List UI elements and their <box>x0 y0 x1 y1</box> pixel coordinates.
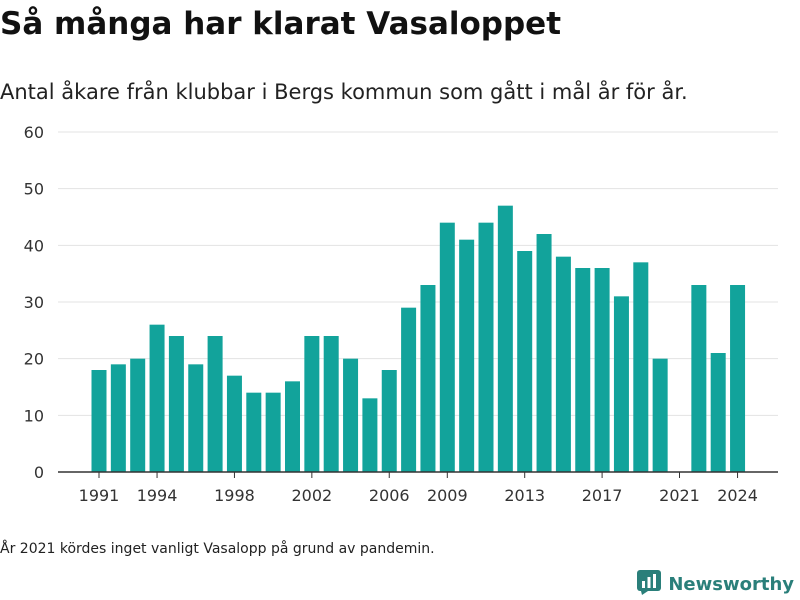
bar <box>265 392 281 472</box>
bar <box>594 268 610 472</box>
newsworthy-logo[interactable]: Newsworthy <box>636 569 794 599</box>
bar <box>575 268 591 472</box>
y-tick-label: 50 <box>24 180 44 199</box>
footnote: År 2021 kördes inget vanligt Vasalopp på… <box>0 541 435 557</box>
bar <box>459 239 475 472</box>
x-tick-label: 1998 <box>214 486 255 505</box>
bar <box>362 398 378 472</box>
bar <box>439 222 455 472</box>
y-tick-label: 10 <box>24 406 44 425</box>
bar <box>188 364 204 472</box>
bar <box>730 285 746 472</box>
bar <box>401 307 417 472</box>
y-tick-label: 60 <box>24 123 44 142</box>
bar <box>633 262 649 472</box>
bar <box>517 251 533 472</box>
bar <box>285 381 300 472</box>
y-tick-labels: 0 10 20 30 40 50 60 <box>24 123 44 482</box>
chart-title: Så många har klarat Vasaloppet <box>0 6 562 42</box>
x-axis <box>58 471 778 478</box>
bar <box>613 296 629 472</box>
bar <box>497 205 513 472</box>
y-tick-label: 20 <box>24 350 44 369</box>
bar <box>130 358 146 472</box>
bar <box>149 324 165 472</box>
bar <box>168 336 184 472</box>
x-tick-labels: 1991 1994 1998 2002 2006 2009 2013 2017 2021 2024 <box>79 486 758 505</box>
bar <box>304 336 320 472</box>
x-tick-label: 2013 <box>504 486 545 505</box>
x-tick-label: 2024 <box>717 486 758 505</box>
x-tick-label: 1994 <box>137 486 178 505</box>
bar-chart: 0 10 20 30 40 50 60 1991 1994 1998 2002 2006 2009 20… <box>24 123 778 505</box>
bar <box>478 222 494 472</box>
bar <box>555 256 571 472</box>
bar <box>207 336 223 472</box>
bar <box>652 358 668 472</box>
y-tick-label: 30 <box>24 293 44 312</box>
bar <box>691 285 707 472</box>
x-tick-label: 2009 <box>427 486 468 505</box>
bar <box>110 364 126 472</box>
bars <box>91 205 746 472</box>
bar <box>91 370 107 472</box>
y-tick-label: 40 <box>24 236 44 255</box>
x-tick-label: 1991 <box>79 486 120 505</box>
bar <box>323 336 339 472</box>
chart-subtitle: Antal åkare från klubbar i Bergs kommun … <box>0 80 688 104</box>
brand-name: Newsworthy <box>668 573 794 595</box>
bar <box>343 358 359 472</box>
bar <box>381 370 397 472</box>
y-tick-label: 0 <box>34 463 44 482</box>
bar-chart-logo-icon <box>636 569 662 599</box>
grid-lines <box>58 131 778 416</box>
bar <box>226 375 242 472</box>
bar <box>536 234 552 472</box>
x-tick-label: 2017 <box>582 486 623 505</box>
x-tick-label: 2021 <box>659 486 700 505</box>
x-tick-label: 2002 <box>291 486 332 505</box>
bar <box>246 392 262 472</box>
x-tick-label: 2006 <box>369 486 410 505</box>
bar <box>420 285 436 472</box>
bar <box>710 353 726 472</box>
